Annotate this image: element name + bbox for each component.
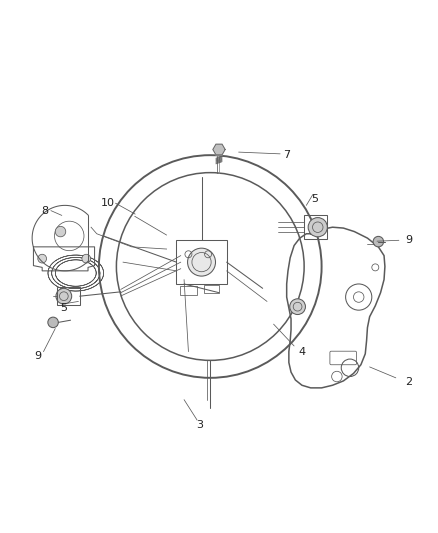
Polygon shape: [213, 144, 225, 155]
Bar: [204, 285, 219, 293]
Text: 10: 10: [101, 198, 115, 208]
Circle shape: [38, 254, 46, 263]
Bar: [57, 287, 80, 305]
Circle shape: [290, 299, 305, 314]
Text: 8: 8: [41, 206, 48, 216]
Circle shape: [48, 317, 58, 328]
Circle shape: [82, 254, 91, 263]
Circle shape: [373, 236, 384, 247]
Text: 5: 5: [311, 194, 318, 204]
Text: 2: 2: [405, 377, 413, 387]
Bar: [304, 215, 327, 239]
Text: 9: 9: [405, 235, 413, 245]
Text: 5: 5: [60, 303, 67, 313]
Circle shape: [308, 217, 327, 237]
Circle shape: [55, 227, 66, 237]
Text: 7: 7: [283, 150, 290, 160]
Text: 3: 3: [196, 419, 203, 430]
Bar: [177, 240, 226, 284]
Circle shape: [187, 248, 215, 276]
Circle shape: [56, 288, 72, 304]
Text: 9: 9: [34, 351, 41, 361]
Text: 4: 4: [298, 346, 306, 357]
Bar: [180, 286, 197, 295]
